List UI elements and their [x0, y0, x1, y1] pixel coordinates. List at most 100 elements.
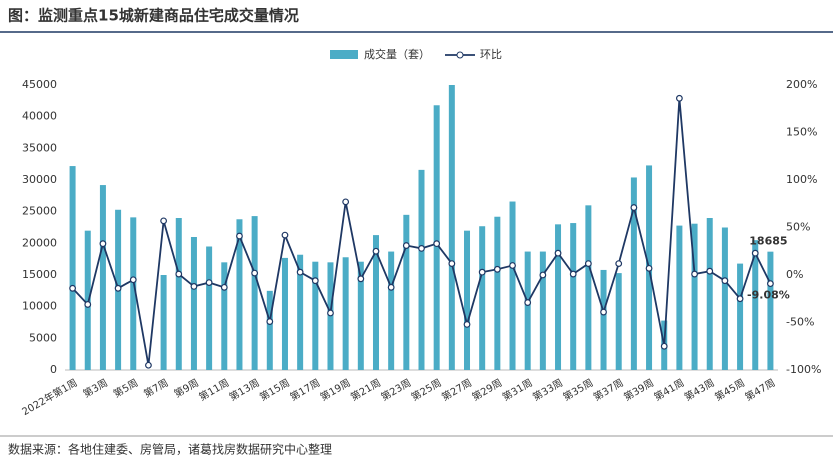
bar	[494, 216, 501, 370]
bar	[69, 166, 76, 370]
line-point	[736, 295, 744, 303]
line-point	[509, 262, 516, 269]
line-point	[751, 249, 759, 257]
line-point	[175, 270, 183, 278]
line-point	[600, 308, 607, 316]
bar	[752, 240, 759, 370]
x-tick-label: 第23周	[378, 376, 413, 404]
line-point	[129, 276, 137, 284]
y-tick-label: 35000	[22, 141, 57, 154]
y-tick-label: 0	[50, 363, 57, 376]
legend-label: 成交量（套）	[364, 47, 430, 61]
line-point	[342, 198, 350, 206]
bar	[388, 251, 395, 370]
line-point	[281, 231, 289, 239]
bar	[418, 169, 425, 370]
line-point	[554, 249, 562, 257]
bar	[236, 219, 243, 370]
y-tick-label: 40000	[22, 110, 57, 123]
source: 数据来源：各地住建委、房管局，诸葛找房数据研究中心整理	[8, 442, 332, 457]
bar	[676, 225, 683, 370]
bar	[767, 251, 774, 370]
line-point	[706, 267, 714, 275]
y-tick-label: 20000	[22, 236, 57, 249]
bar	[221, 262, 228, 370]
y-tick-label: 25000	[22, 205, 57, 218]
y2-tick-label: -50%	[786, 316, 814, 329]
line-point	[584, 260, 592, 268]
bar	[539, 251, 546, 370]
line-point	[569, 270, 577, 278]
bar	[555, 224, 562, 370]
line-point	[645, 264, 653, 272]
line-point	[145, 361, 152, 369]
y2-tick-label: -100%	[786, 363, 821, 376]
bar	[206, 246, 213, 370]
bar	[448, 85, 455, 370]
line-point	[691, 270, 698, 278]
y2-tick-label: 150%	[786, 126, 817, 139]
line-point	[84, 301, 92, 308]
bar	[706, 218, 713, 370]
bar	[464, 230, 471, 370]
bar	[130, 217, 137, 370]
bar	[433, 105, 440, 371]
line-point	[220, 283, 228, 291]
x-tick-label: 第25周	[409, 376, 444, 404]
line-point	[160, 217, 168, 225]
y2-tick-label: 200%	[786, 78, 817, 91]
line-point	[660, 342, 668, 350]
line-point	[114, 284, 122, 292]
bar	[357, 261, 364, 370]
x-tick-label: 第31周	[500, 376, 535, 404]
line-point	[630, 204, 638, 211]
x-tick-label: 第47周	[743, 376, 778, 404]
line-point	[69, 284, 76, 292]
x-tick-label: 第21周	[348, 376, 383, 404]
line-point	[327, 309, 334, 317]
bar	[99, 185, 106, 370]
line-point	[190, 283, 198, 290]
line-point	[372, 247, 380, 255]
x-tick-label: 第11周	[196, 376, 231, 404]
x-tick-label: 第29周	[470, 376, 505, 404]
y-tick-label: 45000	[22, 78, 57, 91]
bar	[615, 273, 622, 370]
line-point	[478, 268, 486, 276]
y2-tick-label: 50%	[786, 221, 810, 234]
bar	[175, 218, 182, 370]
bar	[312, 261, 319, 370]
bar	[342, 257, 349, 370]
line-point	[433, 240, 441, 248]
line-point	[357, 275, 365, 283]
x-tick-label: 第41周	[652, 376, 687, 404]
x-tick-label: 第33周	[530, 376, 565, 404]
line-point	[721, 277, 729, 285]
line-point	[448, 260, 456, 268]
x-tick-label: 第37周	[591, 376, 626, 404]
x-tick-label: 第19周	[318, 376, 353, 404]
y-tick-label: 15000	[22, 268, 57, 281]
x-tick-label: 第15周	[257, 376, 292, 404]
line-point	[99, 240, 107, 248]
line-point	[767, 280, 774, 288]
bar	[600, 269, 607, 370]
line-point	[463, 321, 471, 328]
x-tick-label: 第9周	[172, 376, 201, 400]
bar	[160, 275, 167, 370]
x-tick-label: 第13周	[227, 376, 262, 404]
x-tick-label: 第43周	[682, 376, 717, 404]
bar	[524, 251, 531, 370]
bar	[281, 257, 288, 370]
bar-value-label: 18685	[749, 235, 787, 248]
bar	[630, 177, 637, 370]
line-point	[266, 318, 274, 325]
line-point	[311, 277, 319, 285]
x-tick-label: 第17周	[287, 376, 322, 404]
x-tick-label: 2022年第1周	[20, 376, 80, 418]
x-tick-label: 第5周	[111, 376, 140, 400]
bar	[266, 290, 273, 370]
y-tick-label: 10000	[22, 300, 57, 313]
legend-swatch	[330, 50, 358, 59]
line-point	[205, 279, 213, 287]
